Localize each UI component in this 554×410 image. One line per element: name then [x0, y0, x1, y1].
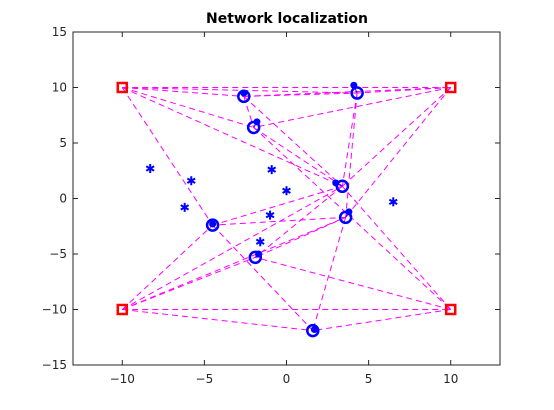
anchor-square [444, 81, 457, 94]
y-tick-label: 10 [52, 81, 67, 95]
unlocalized-node-star [255, 237, 265, 247]
link-line [121, 87, 214, 226]
unlocalized-node-star [265, 210, 275, 220]
error-lines-layer [212, 85, 358, 332]
estimated-position-circle [306, 323, 320, 338]
link-line [243, 92, 358, 97]
estimated-position-circle [350, 86, 364, 100]
anchor-square [444, 303, 457, 316]
link-line [357, 87, 451, 94]
link-line [122, 309, 313, 332]
true-position-dot [209, 220, 217, 228]
unlocalized-node-star [282, 186, 291, 196]
estimated-position-circle [248, 250, 263, 265]
link-line [212, 185, 343, 226]
star-stroke [186, 177, 196, 184]
link-line [121, 224, 213, 310]
star-stroke [267, 166, 277, 173]
y-tick-label: −5 [49, 247, 67, 261]
estimated-position-circle [338, 210, 353, 225]
link-line [212, 224, 314, 331]
star-stroke [255, 238, 265, 245]
unlocalized-node-star [180, 202, 190, 212]
link-line [345, 87, 452, 218]
axes-layer: −10 −5 0 5 10 −15 −10 −5 0 5 10 15 [42, 25, 501, 386]
marks-layer [116, 81, 457, 338]
link-line [255, 216, 346, 258]
link-line [312, 217, 347, 331]
y-tick-label: −10 [42, 303, 67, 317]
anchor-square [116, 303, 129, 316]
y-tick-label: 5 [59, 136, 67, 150]
link-line [345, 93, 358, 218]
unlocalized-node-star [267, 165, 277, 175]
links-layer [121, 87, 452, 332]
link-line [212, 216, 346, 226]
star-stroke [180, 204, 190, 211]
x-tick-label: −5 [196, 372, 214, 386]
x-tick-label: 0 [283, 372, 291, 386]
link-line [122, 87, 358, 94]
link-line [122, 87, 343, 187]
x-tick-label: 10 [443, 372, 458, 386]
star-stroke [282, 187, 291, 194]
unlocalized-node-star [145, 164, 155, 174]
link-line [254, 185, 343, 258]
link-line [122, 216, 346, 310]
unlocalized-node-star [388, 197, 398, 207]
link-line [255, 256, 451, 310]
y-tick-label: 15 [52, 25, 67, 39]
link-line [253, 87, 451, 128]
link-line [341, 185, 452, 310]
x-tick-label: 5 [365, 372, 373, 386]
x-tick-label: −10 [110, 372, 135, 386]
link-line [342, 87, 452, 187]
link-line [122, 87, 244, 97]
link-line [312, 309, 451, 332]
estimated-position-circle [246, 120, 261, 135]
link-line [122, 185, 343, 310]
axes-box [72, 31, 501, 366]
link-line [243, 96, 343, 187]
link-line [341, 92, 358, 187]
y-tick-label: 0 [59, 192, 67, 206]
anchor-square [116, 81, 129, 94]
y-tick-label: −15 [42, 358, 67, 372]
estimated-position-circle [237, 89, 251, 104]
star-stroke [388, 198, 398, 205]
chart-title: Network localization [206, 11, 368, 27]
link-line [253, 127, 343, 187]
link-line [122, 256, 256, 310]
link-line [122, 87, 254, 128]
estimated-position-circle [335, 179, 350, 194]
star-stroke [265, 212, 275, 219]
estimated-position-circle [205, 218, 220, 232]
star-stroke [145, 165, 155, 172]
unlocalized-node-star [186, 176, 196, 186]
